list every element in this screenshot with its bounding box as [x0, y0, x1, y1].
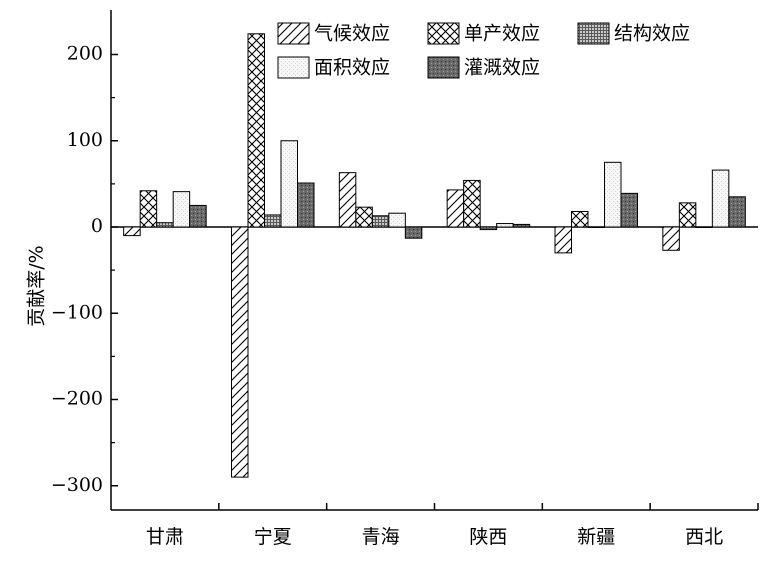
y-tick-label: −100 — [51, 301, 103, 323]
legend-swatch — [577, 22, 610, 45]
legend-label: 气候效应 — [314, 23, 390, 45]
bar-单产效应-甘肃 — [139, 190, 158, 228]
legend-label: 灌溉效应 — [464, 57, 540, 79]
y-tick-label: 200 — [67, 43, 103, 65]
bar-结构效应-新疆 — [587, 226, 605, 228]
x-tick-label-2: 青海 — [362, 526, 400, 548]
bar-灌溉效应-陕西 — [512, 223, 531, 228]
bars-group — [123, 33, 746, 478]
bar-结构效应-青海 — [371, 215, 390, 228]
x-tick-label-3: 陕西 — [469, 526, 507, 548]
bar-面积效应-甘肃 — [172, 191, 191, 228]
bar-面积效应-陕西 — [496, 223, 514, 228]
y-tick-label: 100 — [67, 129, 103, 151]
bar-面积效应-西北 — [711, 169, 730, 228]
bar-灌溉效应-宁夏 — [297, 182, 315, 228]
bar-灌溉效应-青海 — [404, 226, 423, 239]
legend-label: 单产效应 — [464, 23, 540, 45]
bar-气候效应-青海 — [338, 172, 357, 228]
legend-swatch — [277, 22, 310, 45]
bar-单产效应-宁夏 — [247, 33, 265, 228]
x-tick-label-5: 西北 — [685, 526, 723, 548]
bar-单产效应-西北 — [678, 202, 697, 228]
bar-面积效应-宁夏 — [280, 140, 298, 228]
legend-swatch — [277, 56, 310, 79]
bar-面积效应-新疆 — [604, 161, 622, 228]
bar-结构效应-甘肃 — [156, 222, 174, 228]
legend-label: 结构效应 — [614, 23, 690, 45]
x-tick-label-0: 甘肃 — [146, 526, 184, 548]
bar-气候效应-新疆 — [554, 226, 572, 254]
bar-气候效应-宁夏 — [231, 226, 249, 478]
bar-气候效应-陕西 — [446, 189, 465, 228]
y-tick-label: −200 — [51, 388, 103, 410]
bar-灌溉效应-新疆 — [620, 192, 638, 228]
bar-单产效应-新疆 — [571, 210, 589, 228]
bar-灌溉效应-西北 — [728, 196, 746, 228]
y-tick-label: −300 — [51, 474, 103, 496]
bar-气候效应-西北 — [662, 226, 680, 251]
bar-单产效应-青海 — [355, 206, 373, 228]
y-tick-label: 0 — [91, 215, 103, 237]
legend-swatch — [427, 56, 460, 79]
bar-单产效应-陕西 — [463, 179, 481, 228]
legend-label: 面积效应 — [314, 57, 390, 79]
x-tick-label-4: 新疆 — [577, 526, 615, 548]
bar-结构效应-陕西 — [479, 226, 498, 231]
x-axis-ticks: 甘肃 宁夏 青海 陕西 新疆 西北 — [146, 503, 759, 548]
bar-结构效应-宁夏 — [264, 214, 282, 228]
y-axis-title: 贡献率/% — [26, 245, 48, 326]
bar-面积效应-青海 — [388, 212, 406, 228]
legend-swatch — [427, 22, 460, 45]
bar-灌溉效应-甘肃 — [189, 204, 207, 228]
y-axis-ticks: −300 −200 −100 0 100 200 — [51, 43, 118, 496]
bar-结构效应-西北 — [695, 226, 713, 228]
x-tick-label-1: 宁夏 — [254, 526, 292, 548]
bar-气候效应-甘肃 — [123, 226, 141, 237]
